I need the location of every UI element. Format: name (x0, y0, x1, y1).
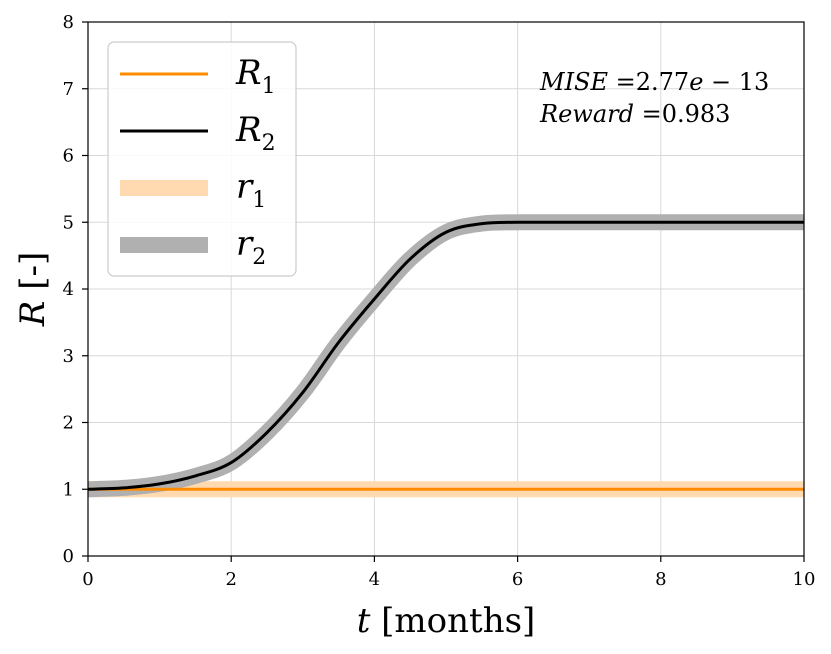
x-tick-label: 4 (369, 569, 380, 590)
y-tick-label: 3 (63, 346, 74, 367)
legend-box (107, 41, 297, 277)
y-tick-label: 2 (63, 413, 74, 434)
series-line-r-2 (87, 220, 804, 491)
y-tick-label: 8 (63, 12, 74, 33)
series-layer (87, 214, 804, 498)
mise-annotation: MISE =2.77e − 13 (539, 68, 769, 96)
axis-labels: t [months] R [-] (13, 252, 535, 641)
x-tick-label: 10 (793, 569, 816, 590)
legend-label-r-1: R1 (235, 53, 276, 99)
y-tick-label: 7 (63, 79, 74, 100)
x-tick-label: 6 (512, 569, 523, 590)
y-tick-label: 1 (63, 479, 74, 500)
x-tick-label: 2 (225, 569, 236, 590)
legend-label-r-2: r2 (236, 224, 266, 270)
y-tick-label: 4 (63, 279, 74, 300)
x-tick-label: 0 (82, 569, 93, 590)
x-tick-label: 8 (655, 569, 666, 590)
y-tick-label: 6 (63, 146, 74, 167)
legend-label-r-2: R2 (235, 110, 276, 156)
y-tick-label: 0 (63, 546, 74, 567)
ticks: 0 2 4 6 8 10 0 1 2 3 4 5 6 7 8 (63, 12, 816, 590)
legend: R1 R2 r1 r2 (107, 41, 297, 277)
y-axis-label: R [-] (13, 252, 53, 327)
y-tick-label: 5 (63, 212, 74, 233)
annotations: MISE =2.77e − 13 Reward =0.983 (539, 68, 769, 128)
x-axis-label: t [months] (357, 601, 536, 641)
legend-label-r-1: r1 (236, 167, 266, 213)
reward-annotation: Reward =0.983 (539, 100, 730, 128)
